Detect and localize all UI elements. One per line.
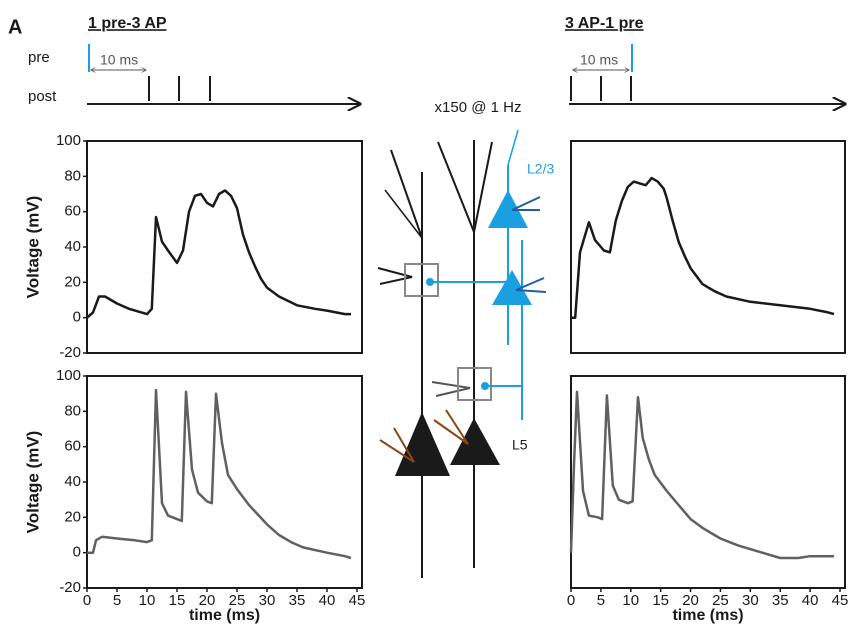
right-title: 3 AP-1 pre — [565, 15, 644, 32]
y-tick-label: 40 — [64, 473, 81, 490]
x-tick-label: 5 — [597, 592, 605, 609]
x-tick-label: 45 — [832, 592, 849, 609]
layer-label: L2/3 — [527, 161, 554, 177]
x-tick-label: 0 — [567, 592, 575, 609]
x-tick-label: 30 — [742, 592, 759, 609]
pre-label: pre — [28, 49, 50, 66]
post-label: post — [28, 88, 57, 105]
trace — [571, 176, 835, 319]
y-tick-label: 20 — [64, 508, 81, 525]
y-axis-label: Voltage (mV) — [23, 196, 42, 299]
protocol-label: x150 @ 1 Hz — [435, 99, 522, 116]
x-tick-label: 20 — [199, 592, 216, 609]
x-axis-label: time (ms) — [672, 607, 743, 624]
x-tick-label: 35 — [289, 592, 306, 609]
x-tick-label: 35 — [772, 592, 789, 609]
interval-label: 10 ms — [100, 52, 138, 68]
x-tick-label: 25 — [229, 592, 246, 609]
x-tick-label: 10 — [139, 592, 156, 609]
x-tick-label: 15 — [169, 592, 186, 609]
y-tick-label: 40 — [64, 238, 81, 255]
plot-frame — [86, 375, 363, 589]
x-tick-label: 15 — [652, 592, 669, 609]
x-tick-label: 20 — [682, 592, 699, 609]
y-axis-label: Voltage (mV) — [23, 431, 42, 534]
x-axis-label: time (ms) — [189, 607, 260, 624]
y-tick-label: -20 — [59, 344, 81, 361]
x-tick-label: 25 — [712, 592, 729, 609]
y-tick-label: 100 — [56, 132, 81, 149]
y-tick-label: 60 — [64, 203, 81, 220]
x-tick-label: 5 — [113, 592, 121, 609]
y-tick-label: 80 — [64, 167, 81, 184]
plot-frame — [570, 140, 846, 354]
left-title: 1 pre-3 AP — [88, 15, 167, 32]
y-tick-label: 80 — [64, 402, 81, 419]
y-tick-label: 0 — [73, 544, 81, 561]
y-tick-label: 0 — [73, 309, 81, 326]
interval-label: 10 ms — [580, 52, 618, 68]
layer-label: L5 — [512, 437, 528, 453]
y-tick-label: 20 — [64, 273, 81, 290]
plot-frame — [570, 375, 846, 589]
plot-frame — [86, 140, 363, 354]
y-tick-label: 100 — [56, 367, 81, 384]
x-tick-label: 40 — [802, 592, 819, 609]
x-tick-label: 0 — [83, 592, 91, 609]
y-tick-label: 60 — [64, 438, 81, 455]
panel-label: A — [8, 16, 22, 38]
trace — [86, 189, 351, 319]
x-tick-label: 40 — [319, 592, 336, 609]
timing-diagram — [87, 44, 845, 104]
y-tick-label: -20 — [59, 579, 81, 596]
trace — [569, 390, 834, 560]
circuit-diagram — [377, 129, 547, 578]
trace — [87, 388, 352, 560]
x-tick-label: 10 — [622, 592, 639, 609]
x-tick-label: 45 — [349, 592, 366, 609]
x-tick-label: 30 — [259, 592, 276, 609]
